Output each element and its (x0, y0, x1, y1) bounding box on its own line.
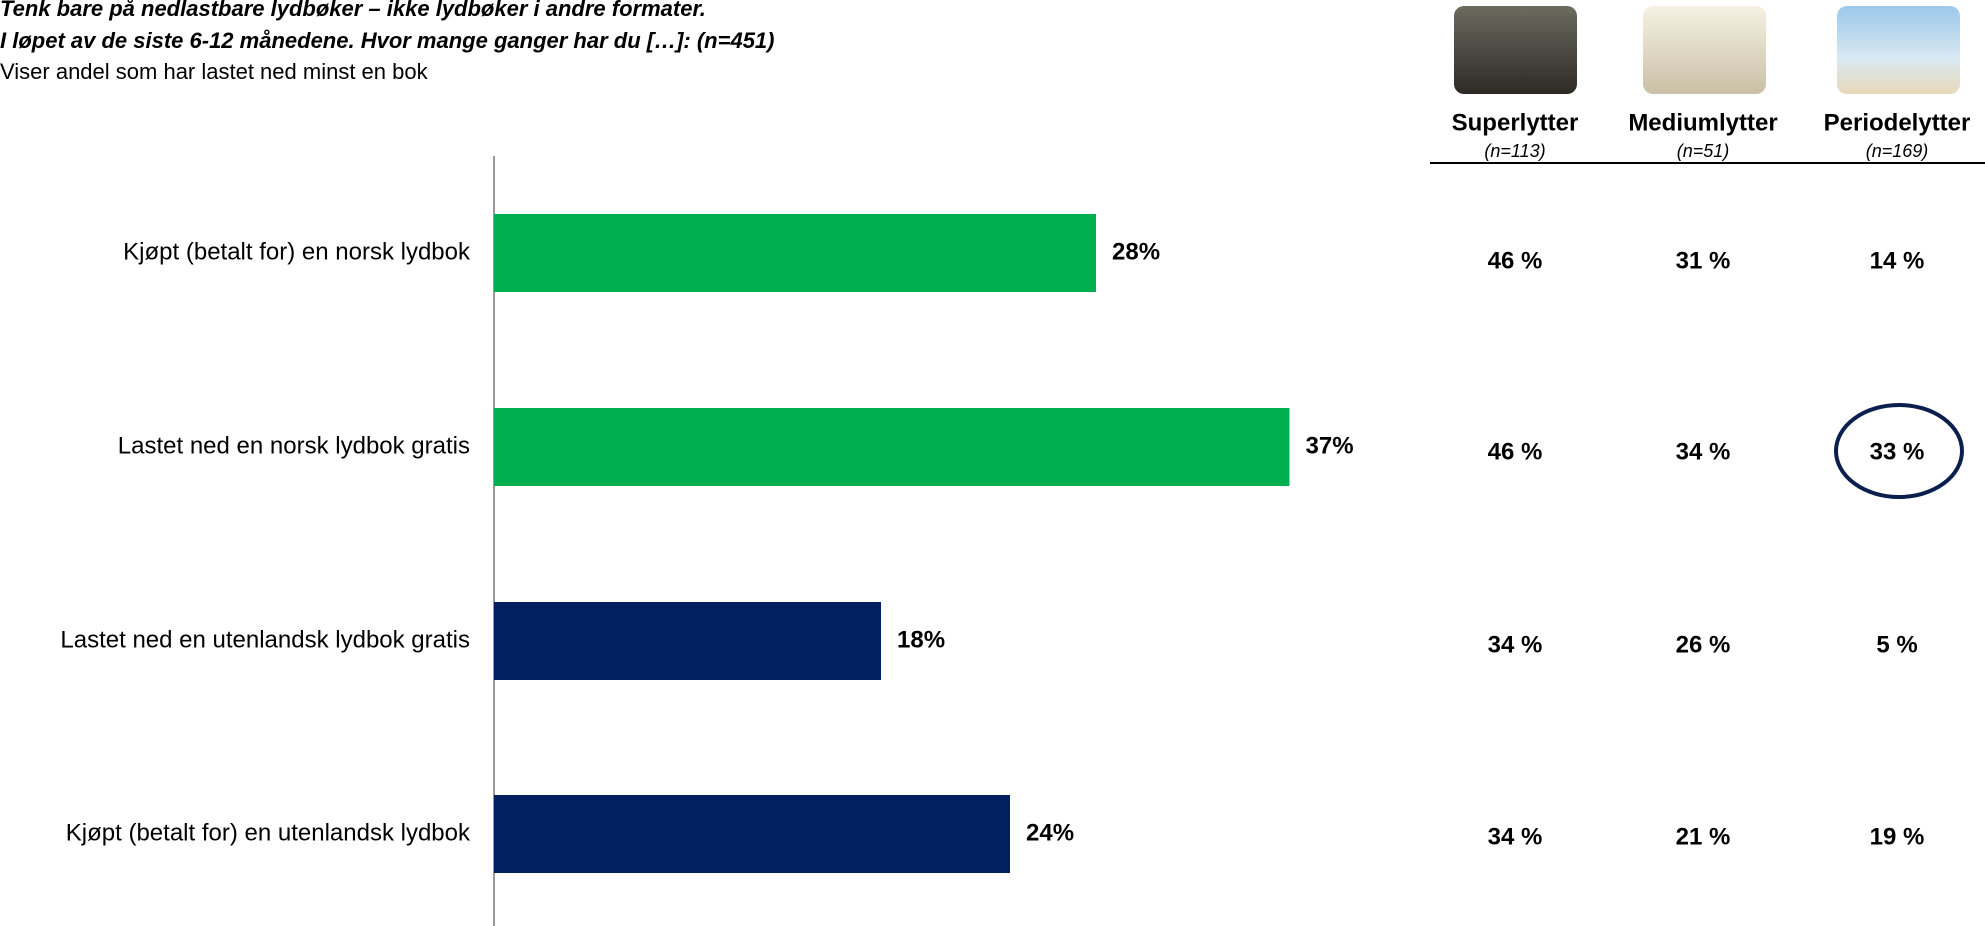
value-label: 37% (1306, 432, 1354, 459)
highlight-circle (1834, 403, 1964, 499)
table-cell: 46 % (1488, 438, 1543, 465)
column-n: (n=169) (1866, 141, 1929, 161)
column-n: (n=113) (1484, 141, 1545, 161)
table-cell: 46 % (1488, 247, 1543, 274)
category-label: Kjøpt (betalt for) en utenlandsk lydbok (66, 819, 471, 846)
bar (494, 214, 1096, 292)
category-label: Lastet ned en norsk lydbok gratis (118, 432, 470, 459)
column-header: Mediumlytter (1628, 109, 1777, 136)
value-label: 28% (1112, 238, 1160, 265)
chart-title: Tenk bare på nedlastbare lydbøker – ikke… (0, 0, 706, 21)
segment-photo (1837, 6, 1960, 94)
column-header: Superlytter (1452, 109, 1579, 136)
chart-subtitle: Viser andel som har lastet ned minst en … (0, 59, 429, 84)
table-cell: 34 % (1488, 631, 1543, 658)
table-cell: 14 % (1870, 247, 1925, 274)
category-label: Lastet ned en utenlandsk lydbok gratis (60, 626, 470, 653)
column-n: (n=51) (1677, 141, 1730, 161)
table-cell: 5 % (1876, 631, 1917, 658)
table-cell: 34 % (1676, 438, 1731, 465)
table-cell: 19 % (1870, 823, 1925, 850)
column-header: Periodelytter (1824, 109, 1971, 136)
segment-photo (1454, 6, 1577, 94)
category-label: Kjøpt (betalt for) en norsk lydbok (123, 238, 471, 265)
value-label: 24% (1026, 819, 1074, 846)
bar (494, 602, 881, 680)
table-cell: 31 % (1676, 247, 1731, 274)
table-cell: 34 % (1488, 823, 1543, 850)
table-cell: 21 % (1676, 823, 1731, 850)
bar (494, 795, 1010, 873)
chart-title: I løpet av de siste 6-12 månedene. Hvor … (0, 28, 775, 53)
segment-photo (1643, 6, 1766, 94)
value-label: 18% (897, 626, 945, 653)
table-cell: 33 % (1870, 438, 1925, 465)
table-cell: 26 % (1676, 631, 1731, 658)
bar (494, 408, 1290, 486)
